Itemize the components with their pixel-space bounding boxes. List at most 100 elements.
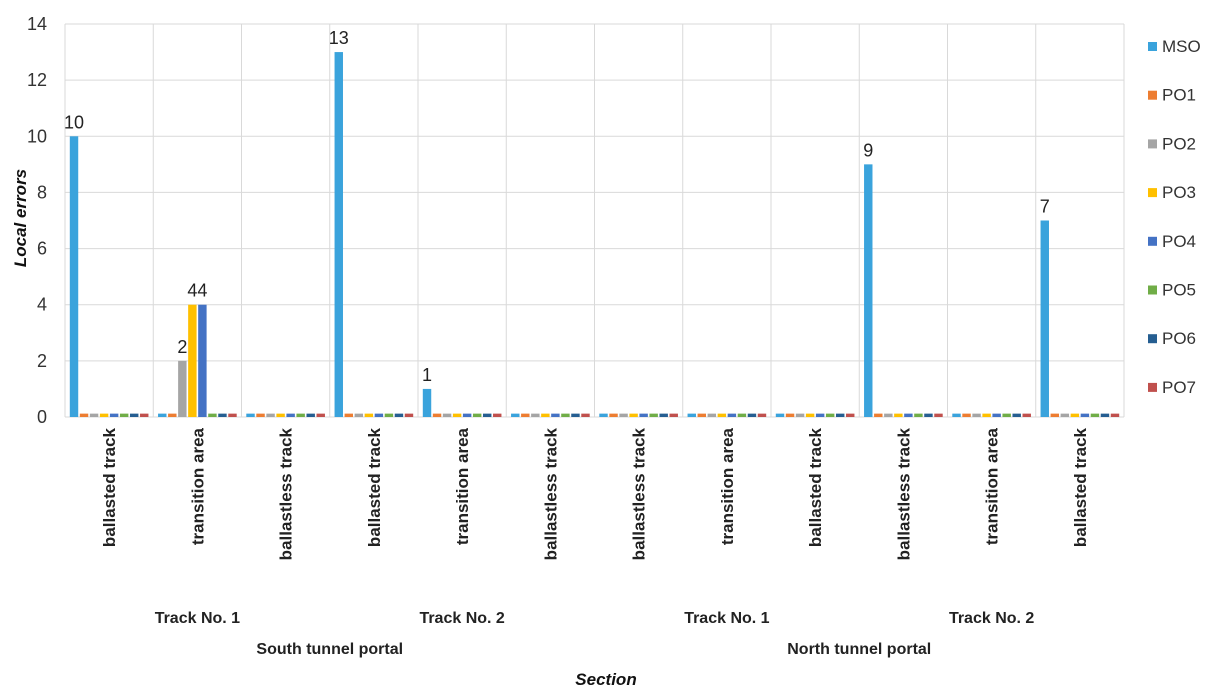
bar-po3-3	[364, 413, 374, 417]
group-label-track: Track No. 2	[419, 610, 504, 627]
category-label: ballasted track	[806, 427, 825, 547]
bar-po6-5	[571, 413, 580, 417]
bar-po1-9	[874, 413, 883, 417]
bar-po5-9	[914, 413, 923, 417]
data-labels: 10 2 4 4 13 1 9 7	[64, 28, 1050, 385]
legend-swatch-po5	[1148, 285, 1157, 295]
category-label: transition area	[718, 427, 737, 545]
bar-po6-0	[129, 413, 139, 417]
category-label: transition area	[983, 427, 1002, 545]
y-tick-label: 12	[27, 70, 47, 90]
data-label: 2	[177, 337, 187, 357]
bar-po2-4	[442, 413, 452, 417]
group-label-portal: North tunnel portal	[787, 641, 931, 658]
bar-po4-3	[374, 413, 384, 417]
bar-po6-3	[394, 413, 404, 417]
category-label: ballastless track	[541, 427, 560, 560]
bar-po3-2	[276, 413, 285, 417]
bar-mso-8	[775, 413, 785, 417]
bar-po7-3	[404, 413, 414, 417]
bar-po5-6	[649, 413, 658, 417]
category-label: ballasted track	[365, 427, 384, 547]
bar-mso-2	[246, 413, 255, 417]
legend-swatch-po7	[1148, 382, 1157, 392]
y-tick-label: 8	[37, 182, 47, 202]
legend-swatch-po4	[1148, 236, 1157, 246]
data-label: 4	[187, 281, 197, 301]
bar-mso-4	[422, 388, 432, 417]
bar-po3-0	[99, 413, 109, 417]
bar-po7-8	[846, 413, 855, 417]
bar-po7-6	[669, 413, 678, 417]
bar-po7-0	[140, 413, 149, 417]
bar-po1-0	[79, 413, 89, 417]
bar-po4-2	[286, 413, 295, 417]
bar-po2-0	[89, 413, 99, 417]
bar-po6-6	[659, 413, 668, 417]
bar-po4-6	[639, 413, 648, 417]
bar-po7-4	[493, 413, 502, 417]
bar-po1-4	[432, 413, 442, 417]
category-label: ballastless track	[894, 427, 913, 560]
bar-po1-2	[256, 413, 265, 417]
bar-po2-5	[531, 413, 540, 417]
bar-po1-10	[962, 413, 971, 417]
data-label: 10	[64, 112, 84, 132]
bar-po4-5	[551, 413, 560, 417]
bar-po5-4	[472, 413, 482, 417]
bar-po2-9	[884, 413, 893, 417]
legend-swatch-po2	[1148, 139, 1157, 149]
legend-label-po4: PO4	[1162, 232, 1196, 251]
group-label-track: Track No. 1	[684, 610, 769, 627]
category-label: ballasted track	[1071, 427, 1090, 547]
bar-po7-11	[1110, 413, 1120, 417]
bar-po6-9	[924, 413, 933, 417]
bars	[69, 52, 1120, 418]
bar-po7-2	[316, 413, 325, 417]
bar-po7-1	[228, 413, 237, 417]
data-label: 7	[1040, 197, 1050, 217]
y-tick-label: 10	[27, 126, 47, 146]
bar-po7-7	[757, 413, 767, 417]
x-axis-group-labels: Track No. 1 Track No. 2 Track No. 1 Track N…	[155, 610, 1035, 658]
bar-po5-3	[384, 413, 394, 417]
bar-po2-10	[972, 413, 981, 417]
bar-po6-10	[1012, 413, 1021, 417]
legend-label-po2: PO2	[1162, 134, 1196, 153]
bar-mso-9	[864, 164, 873, 417]
bar-mso-7	[687, 413, 696, 417]
bar-po2-11	[1060, 413, 1070, 417]
bar-po1-3	[344, 413, 354, 417]
y-tick-label: 0	[37, 407, 47, 427]
data-label: 4	[197, 281, 207, 301]
bar-po2-8	[795, 413, 805, 417]
category-label: ballastless track	[277, 427, 296, 560]
bar-po6-4	[482, 413, 492, 417]
legend-label-mso: MSO	[1162, 37, 1201, 56]
bar-po5-11	[1090, 413, 1100, 417]
bar-po1-5	[521, 413, 530, 417]
legend: MSO PO1 PO2 PO3 PO4 PO5 PO6 PO7	[1148, 37, 1201, 397]
bar-po3-6	[629, 413, 638, 417]
bar-mso-3	[334, 52, 343, 417]
bar-po2-1	[178, 360, 187, 417]
legend-swatch-po1	[1148, 90, 1157, 100]
bar-po5-0	[119, 413, 129, 417]
bar-po3-10	[982, 413, 991, 417]
legend-label-po3: PO3	[1162, 183, 1196, 202]
bar-po2-7	[707, 413, 717, 417]
bar-po1-8	[785, 413, 795, 417]
gridlines	[64, 23, 1125, 418]
legend-swatch-po3	[1148, 188, 1157, 198]
bar-po3-4	[452, 413, 462, 417]
category-label: ballastless track	[630, 427, 649, 560]
category-label: transition area	[188, 427, 207, 545]
bar-mso-0	[69, 136, 79, 418]
bar-po2-3	[354, 413, 364, 417]
bar-po5-7	[737, 413, 747, 417]
bar-po5-5	[561, 413, 570, 417]
bar-po4-11	[1080, 413, 1090, 417]
legend-label-po1: PO1	[1162, 86, 1196, 105]
legend-label-po6: PO6	[1162, 329, 1196, 348]
